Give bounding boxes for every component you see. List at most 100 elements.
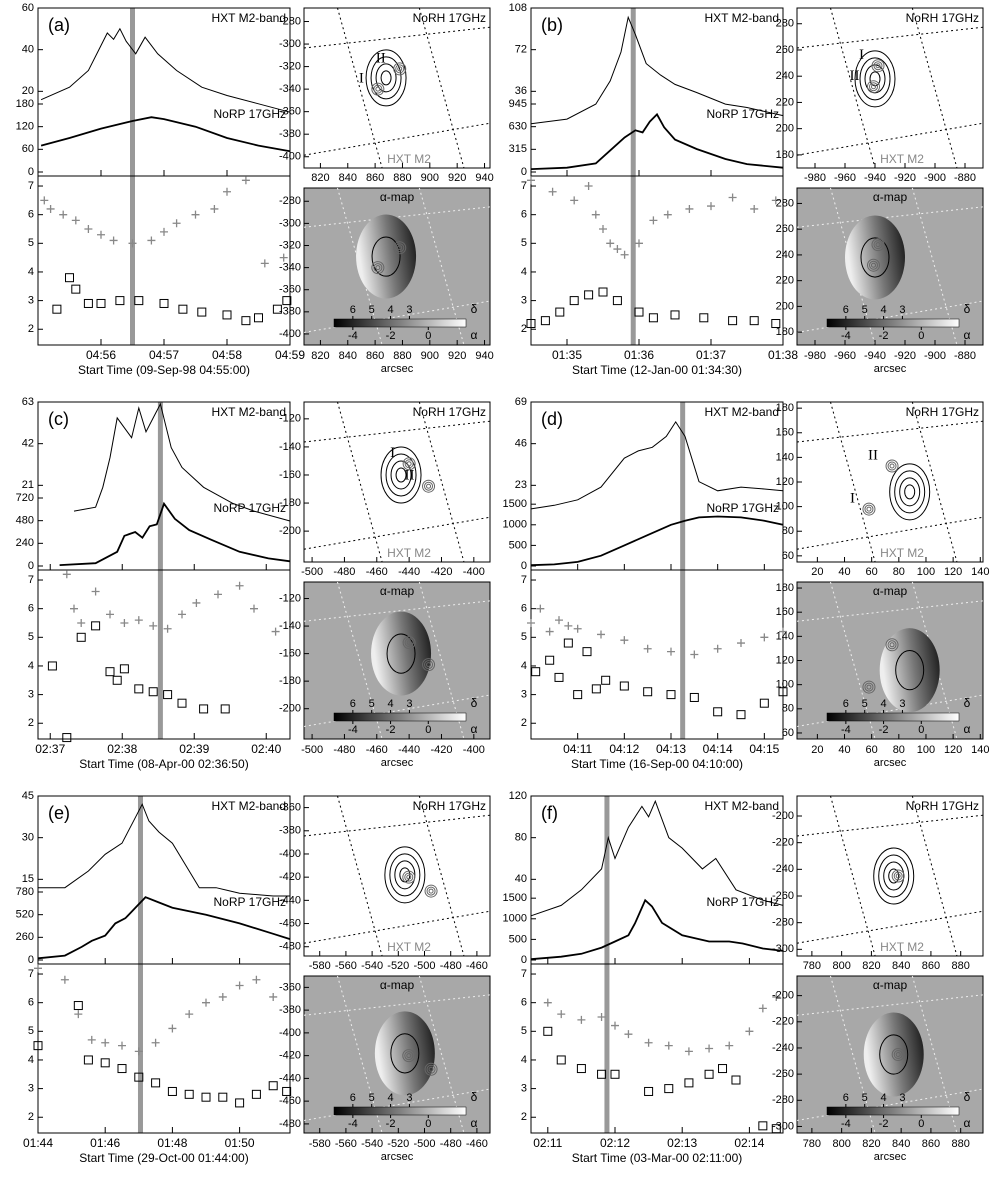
hxt-source <box>875 242 881 248</box>
delta-point <box>779 627 787 636</box>
alpha-map-title: α-map <box>380 190 415 204</box>
y-tick-label: -480 <box>279 1118 301 1130</box>
x-tick-label: -460 <box>366 744 388 756</box>
y-tick-label: -300 <box>279 38 301 50</box>
series-label: HXT M2-band <box>705 405 779 419</box>
hxt-source <box>895 873 901 879</box>
alpha-point <box>601 675 611 685</box>
delta-point <box>728 193 737 202</box>
y-tick-label: -400 <box>279 848 301 860</box>
panel-label: (f) <box>541 803 558 823</box>
hxt-source <box>404 638 414 648</box>
light-curve-frame <box>530 795 784 965</box>
delta-point <box>705 1044 714 1053</box>
light-curve <box>530 112 784 170</box>
alpha-tick-label: -4 <box>841 1118 851 1130</box>
delta-point <box>279 253 288 262</box>
y-tick-label: 2 <box>28 717 34 729</box>
alpha-point <box>582 647 592 657</box>
x-tick-label: -500 <box>413 960 435 972</box>
alpha-point <box>778 687 788 697</box>
alpha-image <box>356 214 417 299</box>
x-tick-label: -480 <box>333 744 355 756</box>
map-frame <box>796 401 984 563</box>
x-tick-label: -480 <box>333 566 355 578</box>
hxt-source <box>862 680 876 694</box>
alpha-point <box>619 681 629 691</box>
alpha-tick-label: -4 <box>348 1118 358 1130</box>
y-tick-label: 200 <box>776 300 794 312</box>
x-tick-label: 800 <box>832 960 850 972</box>
light-curve-frame <box>37 401 291 571</box>
alpha-tick-label: 0 <box>918 330 924 342</box>
instrument-label: HXT M2 <box>880 152 924 166</box>
delta-point <box>543 998 552 1007</box>
index-frame <box>530 569 784 740</box>
delta-point <box>151 1038 160 1047</box>
delta-point <box>178 610 186 619</box>
y-tick-label: 7 <box>28 968 34 980</box>
delta-point <box>685 204 694 213</box>
delta-point <box>118 1041 126 1050</box>
alpha-point <box>731 1075 741 1085</box>
x-tick-label: 04:11 <box>563 742 592 756</box>
map-title: NoRH 17GHz <box>906 11 979 25</box>
x-tick-label: 04:12 <box>609 742 639 756</box>
series-label: HXT M2-band <box>705 799 779 813</box>
x-tick-label: -460 <box>466 960 488 972</box>
contour <box>889 463 931 521</box>
series-label: NoRP 17GHz <box>214 501 286 515</box>
y-tick-label: -440 <box>279 1072 301 1084</box>
x-axis-label: arcsec <box>381 757 414 769</box>
light-curve <box>38 803 290 897</box>
hxt-source <box>867 258 880 272</box>
alpha-point <box>83 1055 93 1065</box>
x-tick-label: 60 <box>866 744 878 756</box>
hxt-source <box>424 884 438 898</box>
y-tick-label: 7 <box>28 180 34 192</box>
hxt-source <box>887 640 897 650</box>
alpha-point <box>704 1069 714 1079</box>
map-title: NoRH 17GHz <box>413 405 486 419</box>
x-tick-label: 840 <box>339 172 357 184</box>
hxt-source <box>406 640 412 646</box>
y-tick-label: 6 <box>521 997 527 1009</box>
y-tick-label: 480 <box>16 515 34 527</box>
map-frame <box>796 7 984 169</box>
light-curve <box>530 15 784 125</box>
map-title: NoRH 17GHz <box>413 11 486 25</box>
y-tick-label: 1000 <box>503 913 527 925</box>
y-tick-label: 80 <box>782 525 794 537</box>
contour <box>365 49 407 107</box>
delta-point <box>570 196 579 205</box>
alpha-tick-label: -2 <box>386 330 396 342</box>
alpha-point <box>556 1055 566 1065</box>
alpha-point <box>62 733 72 743</box>
light-curve <box>530 420 784 510</box>
alpha-point <box>610 1069 620 1079</box>
alpha-tick-label: -4 <box>348 330 358 342</box>
x-tick-label: 40 <box>838 744 850 756</box>
field-line <box>796 814 984 837</box>
y-tick-label: -380 <box>279 1004 301 1016</box>
delta-symbol: δ <box>964 302 971 316</box>
y-tick-label: 260 <box>776 223 794 235</box>
y-tick-label: -360 <box>279 106 301 118</box>
delta-tick-label: 6 <box>350 1092 356 1104</box>
y-tick-label: 4 <box>521 660 527 672</box>
x-tick-label: -400 <box>463 566 485 578</box>
alpha-point <box>713 707 723 717</box>
alpha-point <box>115 296 125 306</box>
map-title: NoRH 17GHz <box>906 799 979 813</box>
delta-tick-label: 3 <box>899 698 905 710</box>
y-tick-label: -140 <box>279 620 301 632</box>
map-title: NoRH 17GHz <box>906 405 979 419</box>
delta-point <box>120 618 129 627</box>
delta-point <box>223 187 231 196</box>
contour <box>390 460 412 490</box>
delta-tick-label: 5 <box>862 698 868 710</box>
colorbar <box>826 1106 960 1116</box>
delta-point <box>128 239 137 248</box>
hxt-source <box>866 506 872 512</box>
map-frame <box>303 795 491 957</box>
